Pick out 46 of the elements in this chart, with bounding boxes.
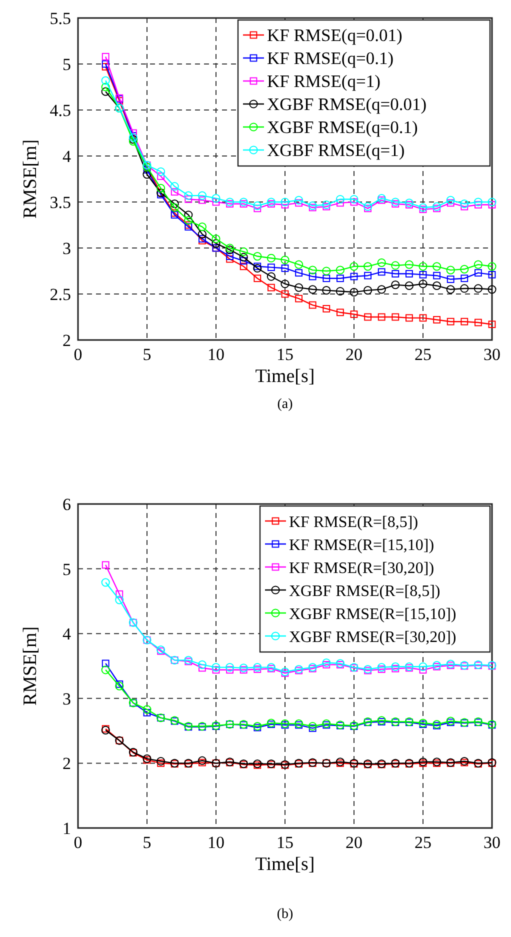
x-tick-label: 10 [208,833,224,852]
y-tick-label: 5 [62,560,71,579]
y-tick-label: 3 [62,239,71,258]
legend-label: KF RMSE(R=[30,20]) [289,560,434,577]
text: (a) [277,397,294,412]
legend-label: KF RMSE(R=[8,5]) [289,514,418,531]
y-tick-label: 5 [62,55,71,74]
x-tick-label: 30 [484,345,500,364]
y-tick-label: 6 [62,495,71,514]
x-tick-label: 5 [142,833,152,852]
legend-label: KF RMSE(q=0.1) [267,48,394,68]
x-axis-title: Time[s] [255,366,315,387]
legend-label: XGBF RMSE(q=0.1) [267,117,418,137]
legend-label: XGBF RMSE(q=1) [267,140,405,160]
legend-label: KF RMSE(q=0.01) [267,25,402,45]
y-tick-label: 3.5 [50,193,71,212]
legend-label: XGBF RMSE(R=[8,5]) [289,583,440,600]
x-tick-label: 10 [208,345,224,364]
x-axis-title: Time[s] [255,854,315,875]
x-tick-label: 20 [346,833,362,852]
y-tick-label: 4 [62,147,72,166]
legend-label: KF RMSE(R=[15,10]) [289,537,434,554]
y-tick-label: 2 [62,331,71,350]
y-axis-title: RMSE[m] [20,626,41,706]
legend-label: XGBF RMSE(q=0.01) [267,94,427,114]
y-tick-label: 1 [62,819,71,838]
legend-label: XGBF RMSE(R=[30,20]) [289,629,456,646]
legend-label: XGBF RMSE(R=[15,10]) [289,606,456,623]
y-tick-label: 2.5 [50,285,71,304]
text: (b) [276,907,294,922]
y-tick-label: 4.5 [50,101,71,120]
x-tick-label: 30 [484,833,500,852]
y-tick-label: 2 [62,754,71,774]
x-tick-label: 15 [276,833,294,852]
y-tick-label: 5.5 [50,9,71,28]
y-tick-label: 3 [62,689,71,708]
x-tick-label: 15 [276,345,294,364]
x-tick-label: 20 [346,345,362,364]
y-tick-label: 4 [62,624,72,644]
x-tick-label: 25 [414,345,432,364]
x-tick-label: 0 [74,833,82,852]
x-tick-label: 25 [414,833,432,852]
x-tick-label: 5 [142,345,152,364]
x-tick-label: 0 [74,345,82,364]
y-axis-title: RMSE[m] [20,139,41,219]
legend-label: KF RMSE(q=1) [267,71,381,91]
